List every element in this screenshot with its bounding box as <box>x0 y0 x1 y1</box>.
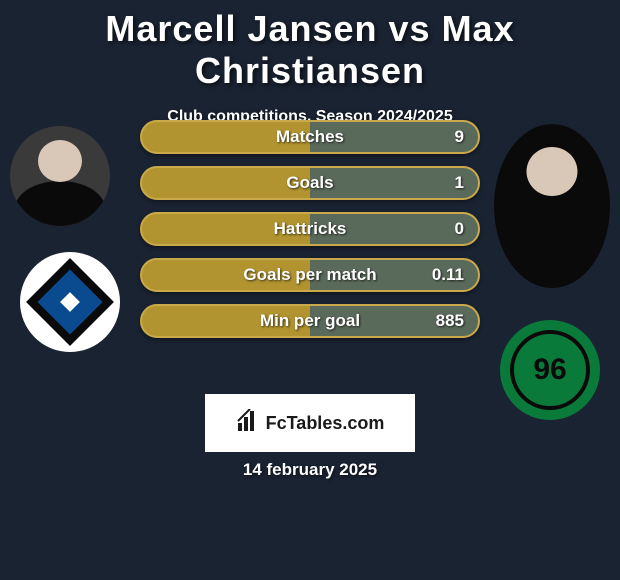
stat-value: 1 <box>455 173 464 193</box>
player-left-avatar <box>10 126 110 226</box>
stat-value: 0 <box>455 219 464 239</box>
club-left-badge <box>20 252 120 352</box>
stat-row: Goals per match 0.11 <box>140 258 480 292</box>
stat-label: Matches <box>276 127 344 147</box>
person-silhouette-icon <box>494 124 610 288</box>
stat-value: 0.11 <box>432 265 464 285</box>
watermark-badge: FcTables.com <box>205 394 415 452</box>
stat-value: 9 <box>455 127 464 147</box>
page-title: Marcell Jansen vs Max Christiansen <box>0 0 620 92</box>
player-right-avatar <box>494 124 610 288</box>
stats-panel: Matches 9 Goals 1 Hattricks 0 Goals per match 0… <box>140 120 480 350</box>
person-silhouette-icon <box>10 126 110 226</box>
watermark-text: FcTables.com <box>266 413 385 434</box>
stat-label: Hattricks <box>274 219 347 239</box>
stat-label: Goals <box>286 173 333 193</box>
club-right-badge: 96 <box>500 320 600 420</box>
stat-row: Matches 9 <box>140 120 480 154</box>
date-text: 14 february 2025 <box>0 460 620 480</box>
stat-label: Goals per match <box>243 265 376 285</box>
stat-row: Goals 1 <box>140 166 480 200</box>
stat-row: Min per goal 885 <box>140 304 480 338</box>
stat-value: 885 <box>436 311 464 331</box>
stat-row: Hattricks 0 <box>140 212 480 246</box>
diamond-icon <box>26 258 114 346</box>
infographic-root: Marcell Jansen vs Max Christiansen Club … <box>0 0 620 580</box>
bar-chart-icon <box>236 409 260 438</box>
stat-label: Min per goal <box>260 311 360 331</box>
club-right-number: 96 <box>533 353 566 387</box>
